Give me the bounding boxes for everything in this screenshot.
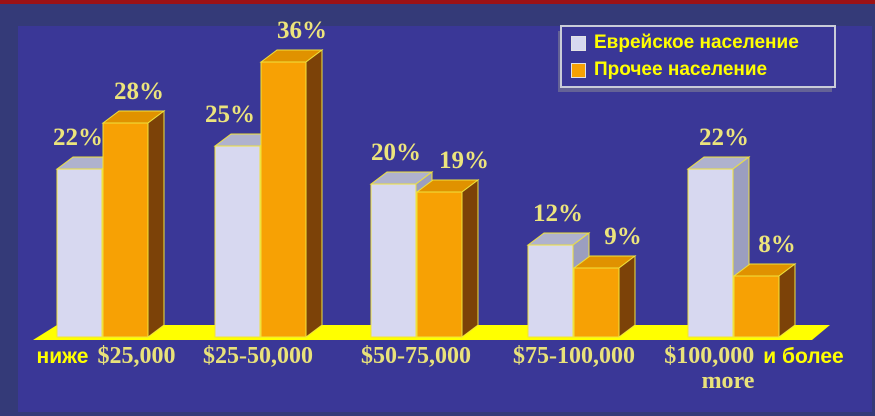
bar-face-front	[260, 61, 307, 338]
bar-face-front	[102, 122, 149, 338]
legend-swatch-jewish-icon	[571, 35, 586, 51]
bar-face-side	[461, 179, 479, 338]
bar-face-front	[214, 145, 261, 338]
bar-face-front	[687, 168, 734, 338]
bar-face-side	[618, 255, 636, 338]
legend-item-other-population: Прочее население	[571, 58, 834, 82]
legend-label-jewish: Еврейское население	[594, 32, 799, 53]
bar-face-front	[527, 244, 574, 338]
legend: Еврейское население Прочее население	[560, 25, 836, 88]
bar-face-side	[778, 263, 796, 338]
legend-label-other: Прочее население	[594, 59, 768, 80]
top-red-stripe	[0, 0, 875, 4]
bar-face-front	[56, 168, 103, 338]
bar-face-front	[573, 267, 620, 338]
bar-face-side	[147, 110, 165, 338]
bar-face-front	[370, 183, 417, 338]
legend-swatch-other-icon	[571, 62, 586, 78]
bar-face-side	[305, 49, 323, 338]
bar-face-front	[416, 191, 463, 338]
bar-face-front	[733, 275, 780, 338]
legend-item-jewish-population: Еврейское население	[571, 31, 834, 55]
